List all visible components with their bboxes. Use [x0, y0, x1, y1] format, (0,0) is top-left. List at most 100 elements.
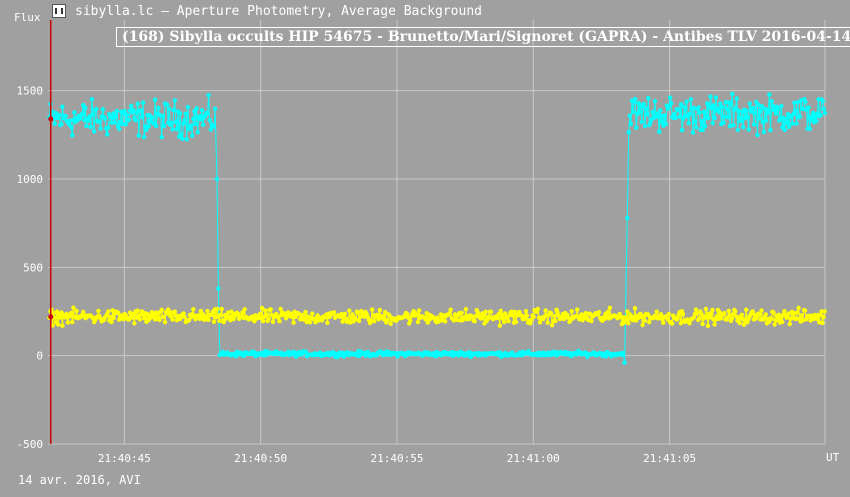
data-point — [642, 123, 648, 129]
data-point — [181, 311, 186, 316]
data-point — [702, 124, 708, 129]
data-point — [83, 105, 88, 111]
data-point — [277, 319, 282, 324]
data-point — [605, 309, 610, 315]
date-footer: 14 avr. 2016, AVI — [18, 473, 141, 487]
data-point — [161, 124, 167, 129]
data-point — [759, 103, 764, 109]
data-point — [603, 354, 608, 359]
data-point — [395, 354, 400, 359]
data-point — [725, 115, 731, 120]
data-point — [741, 125, 746, 130]
data-point — [200, 312, 206, 317]
data-point — [500, 316, 506, 321]
data-point — [137, 317, 143, 322]
data-point — [174, 126, 180, 132]
data-point — [170, 127, 175, 132]
data-point — [131, 107, 136, 113]
data-point — [569, 309, 574, 314]
x-tick-label: 21:41:05 — [643, 452, 696, 465]
data-point — [122, 108, 127, 114]
data-point — [106, 125, 111, 130]
data-point — [481, 313, 486, 319]
data-point — [139, 115, 145, 120]
data-point — [625, 215, 630, 221]
data-point — [162, 320, 168, 325]
data-point — [375, 312, 380, 317]
data-point — [607, 305, 613, 310]
data-point — [760, 119, 765, 125]
data-point — [691, 105, 697, 111]
data-point — [729, 316, 735, 321]
data-point — [355, 310, 361, 316]
data-point — [181, 121, 186, 126]
data-point — [677, 114, 683, 119]
data-point — [757, 116, 762, 121]
data-point — [667, 95, 673, 100]
data-point — [130, 315, 135, 320]
data-point — [191, 307, 196, 312]
data-point — [142, 316, 147, 321]
data-point — [524, 313, 530, 318]
x-tick-label: 21:40:55 — [370, 452, 423, 465]
data-point — [470, 314, 475, 319]
data-point — [747, 101, 752, 106]
data-point — [657, 129, 662, 134]
data-point — [105, 132, 110, 137]
data-point — [259, 305, 265, 311]
data-point — [89, 97, 95, 102]
data-point — [325, 320, 330, 325]
data-point — [79, 111, 85, 117]
data-point — [718, 101, 723, 106]
data-point — [717, 110, 722, 115]
data-point — [509, 309, 514, 314]
data-point — [499, 312, 505, 318]
data-point — [710, 120, 715, 126]
data-point — [87, 114, 92, 119]
data-point — [686, 121, 691, 126]
data-point — [640, 322, 645, 328]
data-point — [260, 318, 266, 324]
data-point — [713, 95, 719, 100]
data-point — [342, 311, 348, 317]
data-point — [70, 319, 75, 325]
data-point — [513, 319, 519, 325]
data-point — [796, 305, 801, 311]
data-point — [218, 312, 223, 318]
data-point — [807, 126, 812, 131]
data-point — [792, 311, 797, 316]
data-point — [575, 307, 580, 312]
data-point — [370, 307, 375, 312]
data-point — [820, 98, 825, 104]
data-point — [750, 309, 755, 314]
data-point — [204, 314, 209, 319]
data-point — [229, 309, 234, 314]
grid-lines — [48, 20, 826, 445]
data-point — [111, 111, 116, 116]
data-point — [331, 310, 337, 315]
data-point — [782, 127, 787, 133]
data-point — [794, 316, 799, 321]
data-point — [733, 309, 738, 314]
data-point — [693, 119, 698, 125]
data-point — [784, 120, 789, 126]
data-point — [63, 315, 68, 320]
data-point — [687, 321, 692, 326]
data-point — [705, 323, 711, 328]
data-point — [257, 311, 262, 317]
data-point — [207, 117, 212, 123]
time-cursor — [48, 20, 54, 444]
data-point — [51, 310, 56, 316]
data-point — [310, 311, 315, 316]
data-point — [451, 318, 457, 323]
data-point — [626, 130, 631, 135]
data-point — [589, 318, 594, 324]
data-point — [179, 132, 184, 137]
data-point — [102, 116, 108, 122]
data-point — [735, 127, 740, 133]
data-point — [708, 315, 713, 320]
data-point — [98, 126, 103, 131]
data-point — [50, 323, 55, 328]
data-point — [786, 311, 791, 316]
data-point — [772, 322, 777, 327]
